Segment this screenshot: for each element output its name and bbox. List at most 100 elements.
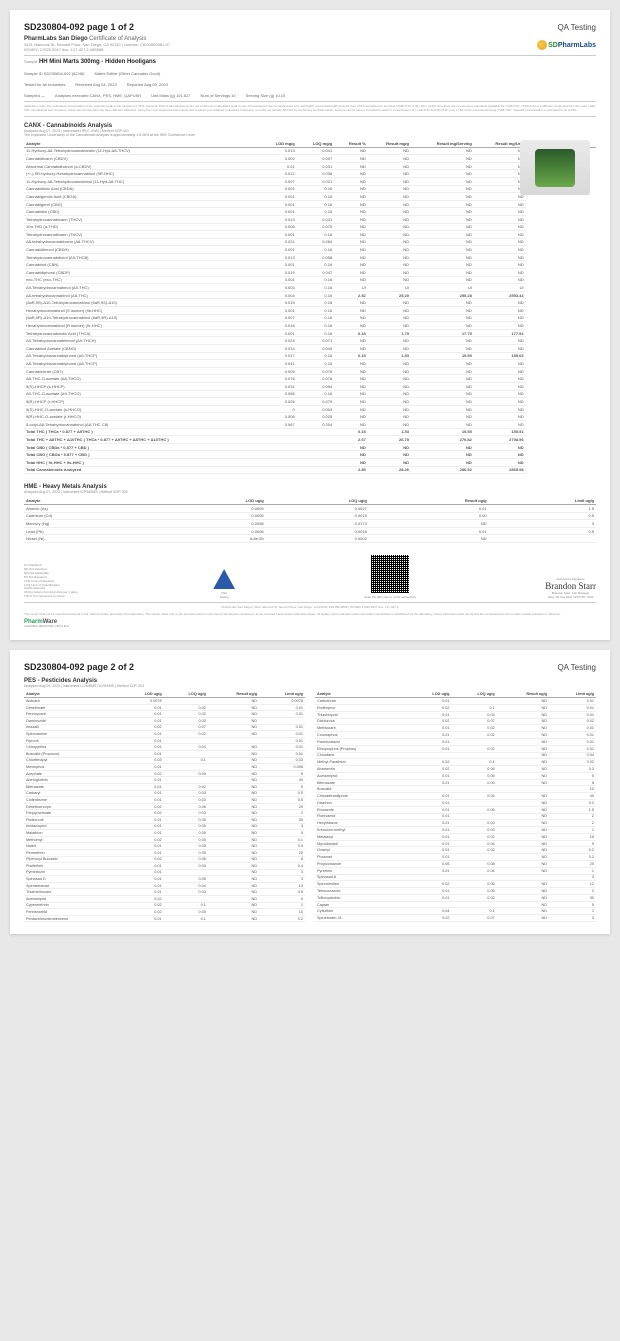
table-row: Propiconazole0.050.08ND20 — [315, 861, 596, 868]
table-row: Cannabichratr (CBT)0.0050.076NDNDNDND — [24, 367, 596, 375]
table-row: (+/-)-9R-hydroxy-Hexahydrocannabinol (9R… — [24, 170, 596, 178]
sd-pharmlabs-logo: SDPharmLabs — [537, 40, 596, 50]
pes-table-right: AnalyteLOD ug/gLOQ ug/gResult ug/gLimit … — [315, 691, 596, 922]
col-header: Analyte — [24, 140, 260, 148]
triangle-icon — [213, 569, 235, 589]
table-row: Cannabidiolic Acid (CBDA)0.0010.16NDNDND… — [24, 185, 596, 193]
table-row: Dimethornorph0.020.06ND20 — [24, 803, 305, 810]
table-row: Δ9-Tetrahydrocannabihexol (Δ9-THCH)0.024… — [24, 337, 596, 345]
table-row: Dichlorvos0.020.07ND0.02 — [315, 718, 596, 725]
table-row: Methomyl0.020.05ND0.1 — [24, 836, 305, 843]
sample-id-title-2: SD230804-092 page 2 of 2 — [24, 662, 134, 672]
meta-matrix: Matrix Edible (Other Cannabis Good) — [94, 71, 160, 76]
total-row: Total CBG ( CBGa * 0.877 + CBG )NDNDNDND — [24, 451, 596, 459]
table-row: 5-octyl-Δ8-Tetrahydrocannabinol (Δ8-THC-… — [24, 420, 596, 428]
signature-block: Authorized Signature Brandon Starr Brand… — [545, 577, 596, 599]
col-header: LOQ ug/g — [266, 497, 369, 505]
col-header: Analyte — [24, 497, 163, 505]
pes-table-left: AnalyteLOD ug/gLOQ ug/gResult ug/gLimit … — [24, 691, 305, 922]
col-header: Result mg/g — [368, 140, 411, 148]
meta-row: Sample ID SD230804-092 (82/46) Matrix Ed… — [24, 71, 596, 76]
meta-sample-id: Sample ID SD230804-092 (82/46) — [24, 71, 84, 76]
table-row: CaptanND5 — [315, 901, 596, 908]
lab-note: Laboratory note: The estimated concentra… — [24, 105, 596, 112]
table-row: Fenoxycarb0.010.02ND0.01 — [24, 711, 305, 718]
table-row: Arsenic (As)0.00090.00270.011.5 — [24, 505, 596, 513]
table-row: Oxamyl0.010.02ND0.2 — [315, 847, 596, 854]
table-row: Thiachloprid0.010.03ND0.01 — [315, 711, 596, 718]
table-row: Cannabinol Acetate (CBNO)0.0140.043NDNDN… — [24, 345, 596, 353]
qr-caption: Scan the QR code to verify authenticity — [364, 595, 416, 599]
table-row: Fludioronil0.010.05ND30 — [24, 816, 305, 823]
table-row: Mevinphos0.01ND0.006 — [24, 764, 305, 771]
table-row: Tebuconazole0.010.05ND2 — [315, 888, 596, 895]
accred-text: FSA Testing — [213, 591, 235, 599]
table-row: Boscalid (Propoxur)0.01ND0.01 — [24, 751, 305, 758]
meta-sampled: Sampled — — [24, 93, 45, 98]
table-row: Spinetoram J/L0.020.07ND3 — [315, 915, 596, 922]
table-row: Chlorantraniliprole0.010.04ND40 — [315, 793, 596, 800]
product-name: HH Mini Marts 300mg - Hidden Hooligans — [39, 59, 156, 65]
table-row: Thiamethoxam0.010.03ND4.5 — [24, 889, 305, 896]
page-2: SD230804-092 page 2 of 2 QA Testing PES … — [10, 650, 610, 934]
col-header: LOQ mg/g — [297, 140, 335, 148]
divider — [24, 116, 596, 117]
table-row: Phosmet0.01ND0.2 — [315, 854, 596, 861]
sample-label: Sample — [24, 59, 38, 64]
table-row: Mercury (Hg)0.00580.0174ND3 — [24, 520, 596, 528]
table-row: Cannabidihexol (CBDH)0.0010.16NDNDNDND — [24, 246, 596, 254]
table-row: Cypermethrin0.020.1ND1 — [24, 902, 305, 909]
table-row: Ethoprophos (Prophos)0.010.02ND0.01 — [315, 745, 596, 752]
table-row: Δ9-Tetrahydrocannabiphorol (Δ9-THCP)0.01… — [24, 352, 596, 360]
table-row: Prallethrin0.010.03ND0.4 — [24, 863, 305, 870]
hme-table: AnalyteLOD ug/gLOQ ug/gResult ug/gLimit … — [24, 497, 596, 543]
table-row: Tetrahydrocannabinolic Acid (THCA)0.0010… — [24, 329, 596, 337]
product-line: Sample HH Mini Marts 300mg - Hidden Hool… — [24, 59, 596, 65]
table-row: Chlorpyrifos0.010.04ND0.01 — [24, 744, 305, 751]
table-row: Tetrahydrocannabibutol (Δ9-THCB)0.0130.0… — [24, 253, 596, 261]
legend: UI Undefined ND Not Detected N/A Not App… — [24, 564, 84, 599]
table-row: Acetamiprid0.010.05ND5 — [315, 772, 596, 779]
table-row: Etoxazole0.010.05ND1.5 — [315, 806, 596, 813]
table-row: Diazinon0.01ND0.2 — [315, 799, 596, 806]
col-header: Result ug/g — [369, 497, 489, 505]
qr-icon — [371, 555, 409, 593]
header-row: SD230804-092 page 2 of 2 QA Testing — [24, 662, 596, 672]
table-row: Imazalil0.020.07ND0.01 — [24, 724, 305, 731]
table-row: Pentachloronitrobenzene0.010.1ND0.2 — [24, 915, 305, 922]
footer-fine: This report shall not be reproduced exce… — [24, 613, 596, 617]
table-row: Spiroxamine0.010.02ND0.01 — [24, 731, 305, 738]
table-row: Chlorfenapyl0.030.1ND0.03 — [24, 757, 305, 764]
table-row: Hexahydrocannabinol (S isomer) (9s-HHC)0… — [24, 307, 596, 315]
table-row: Cannabigerolic Acid (CBGA)0.0010.16NDNDN… — [24, 193, 596, 201]
table-row: Cadmium (Cd)0.00050.00150.000.5 — [24, 512, 596, 520]
meta-executed: Analyses executed CANX, PES, HME, QAPUSH — [55, 93, 141, 98]
col-header: Result % — [334, 140, 368, 148]
col-header: LOD ug/g — [163, 497, 265, 505]
table-row: 9(S)-HHCP (s-HHCP)0.0310.094NDNDNDND — [24, 382, 596, 390]
table-row: Pyrethrin0.010.04ND1 — [315, 867, 596, 874]
table-row: Cannabigerol (CBG)0.0010.16NDNDNDND — [24, 200, 596, 208]
col-header: LOD mg/g — [260, 140, 297, 148]
divider — [24, 55, 596, 56]
table-row: Fipronil0.010.01 — [24, 737, 305, 744]
table-header-row: AnalyteLOD mg/gLOQ mg/gResult %Result mg… — [24, 140, 596, 148]
table-row: Cannabinol (CBN)0.0010.16NDNDNDND — [24, 261, 596, 269]
pharmware-logo: PharmWare CANNABIS LABORATORY LIMS & ELN — [24, 619, 596, 628]
table-row: 11-Hydroxy-Δ8-Tetrahydrocannabivarin (11… — [24, 147, 596, 155]
table-row: Coumaphos0.010.02ND0.01 — [315, 732, 596, 739]
table-row: (6aR,9S)-Δ10-Tetrahydrocannabinol (6aR,9… — [24, 299, 596, 307]
table-row: Paclobutrazol0.01ND0.01 — [315, 738, 596, 745]
col-header: Result mg/Serving — [411, 140, 474, 148]
table-row: Carbaryl0.010.03ND0.5 — [24, 790, 305, 797]
table-row: Permethrin0.010.05ND20 — [24, 849, 305, 856]
pw-sub: CANNABIS LABORATORY LIMS & ELN — [24, 625, 596, 628]
table-row: Dimethoate0.010.02ND0.01 — [24, 704, 305, 711]
table-row: Pymetrozin0.01ND3 — [24, 869, 305, 876]
table-row: Δ9-THC-O-acetate (Δ9-THCO)0.0660.16NDNDN… — [24, 390, 596, 398]
table-row: Myclobutanil0.010.04ND9 — [315, 840, 596, 847]
total-row: Total CBD ( CBDa * 0.877 + CBD )NDNDNDND — [24, 443, 596, 451]
footer-zone: UI Undefined ND Not Detected N/A Not App… — [24, 555, 596, 599]
table-row: Abeloglutinin0.01ND40 — [24, 777, 305, 784]
table-row: 9(R)-HHC-O-acetate (r-HHCO)0.0080.025NDN… — [24, 413, 596, 421]
